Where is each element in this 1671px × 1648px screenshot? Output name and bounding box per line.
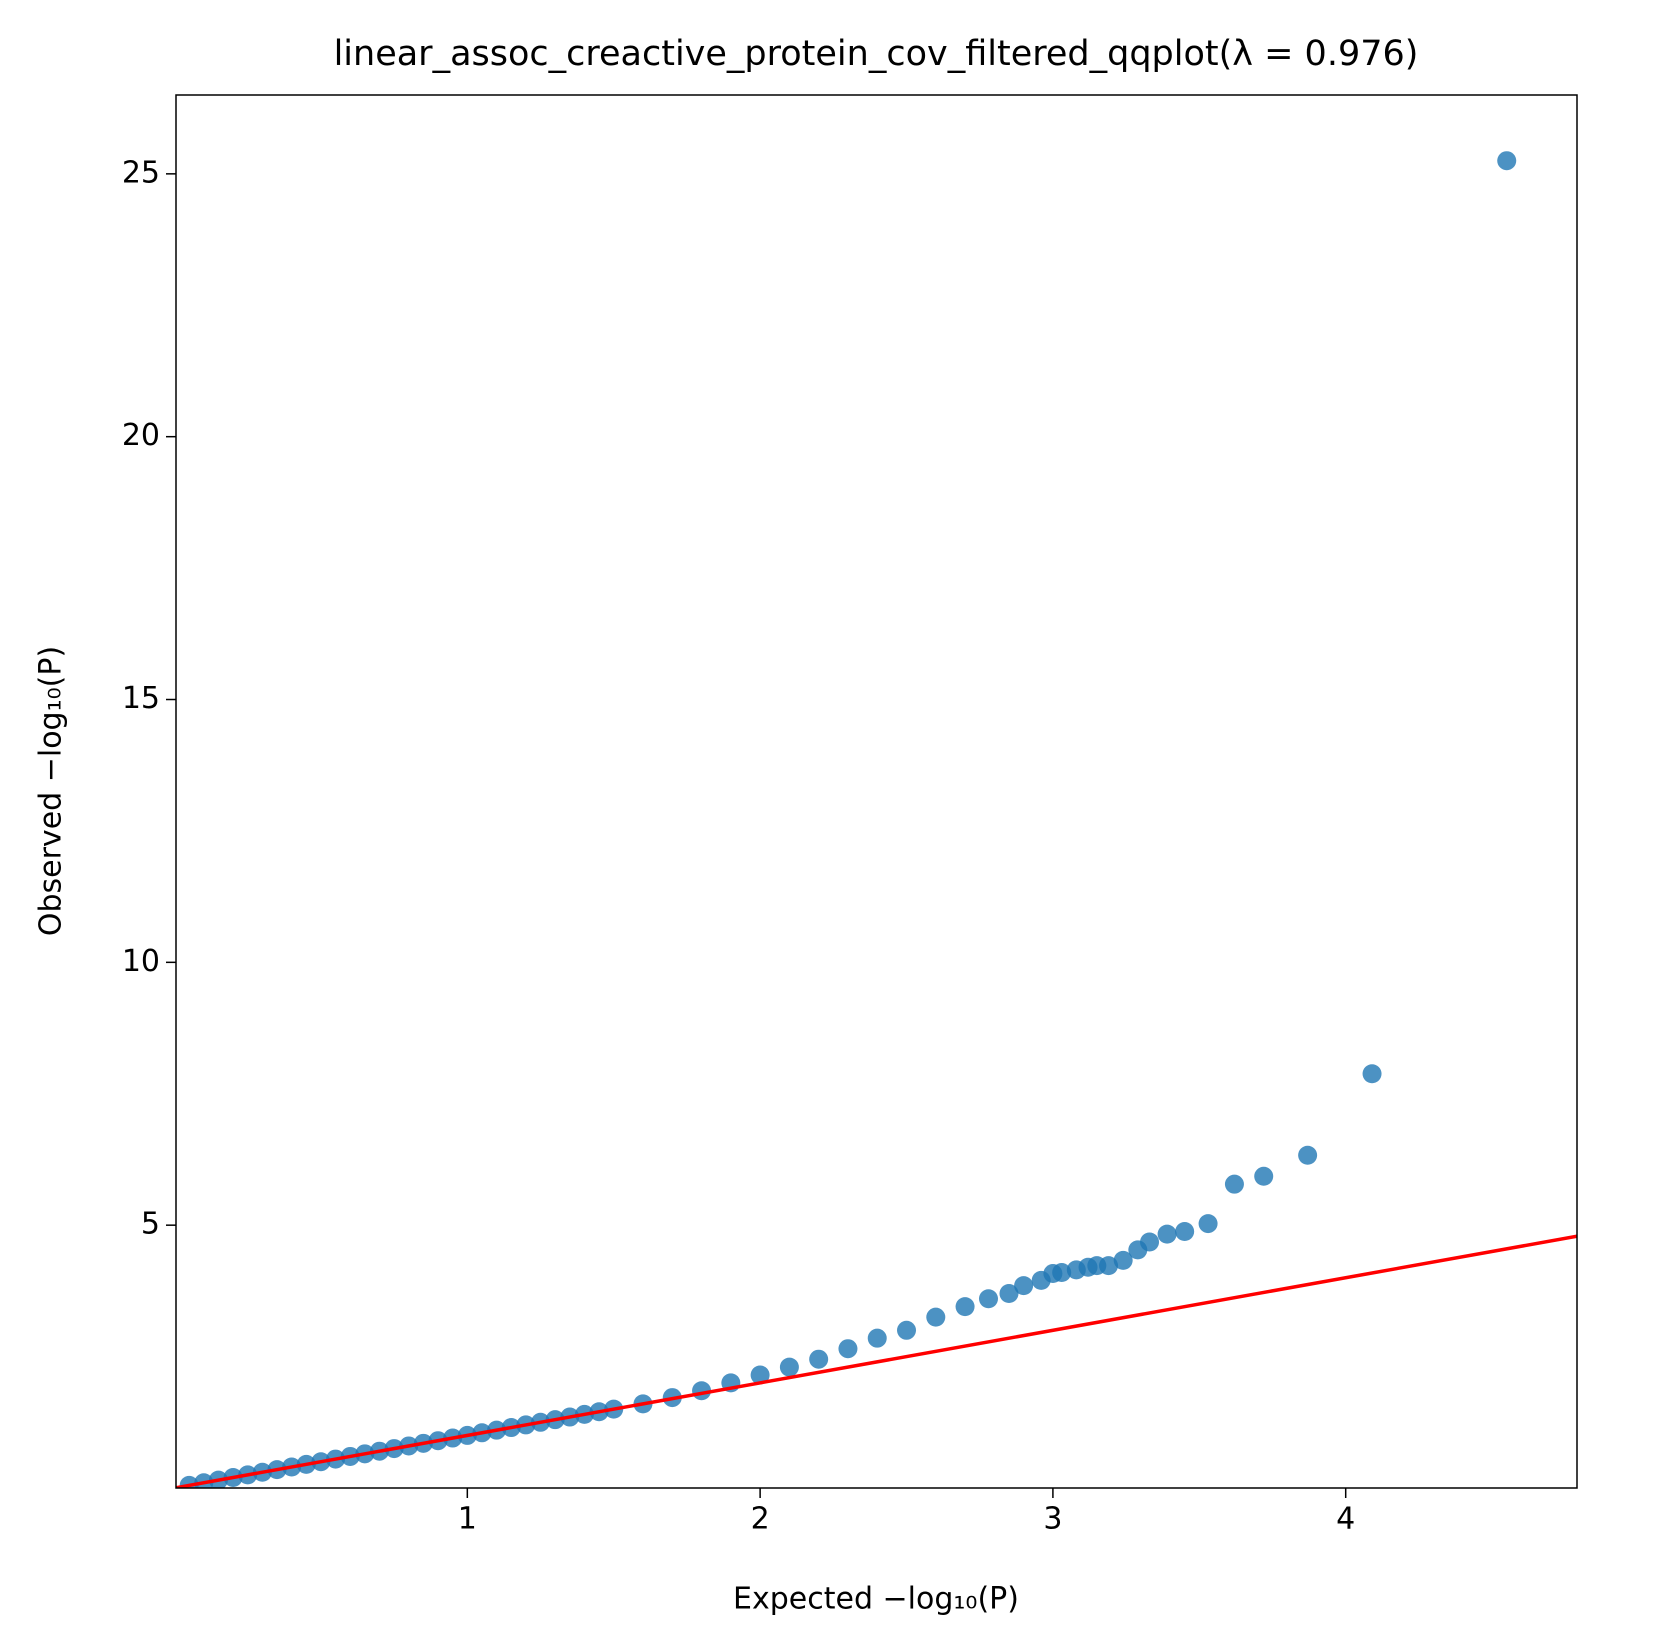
y-tick-label: 15 <box>122 681 160 716</box>
x-axis-label: Expected −log₁₀(P) <box>733 1582 1019 1617</box>
point <box>1113 1250 1133 1270</box>
y-tick-label: 10 <box>122 944 160 979</box>
point <box>1052 1262 1072 1282</box>
point <box>1497 151 1517 171</box>
point <box>1198 1214 1218 1234</box>
y-tick-label: 20 <box>122 418 160 453</box>
point <box>1014 1276 1034 1296</box>
point <box>1099 1256 1119 1276</box>
point <box>1362 1064 1382 1084</box>
x-tick-label: 1 <box>458 1502 477 1537</box>
point <box>1157 1224 1177 1244</box>
reference-line <box>176 1234 1577 1488</box>
x-tick-label: 2 <box>751 1502 770 1537</box>
x-tick-label: 3 <box>1043 1502 1062 1537</box>
point <box>838 1339 858 1359</box>
point <box>1140 1232 1160 1252</box>
y-axis-label: Observed −log₁₀(P) <box>34 646 69 936</box>
plot-frame <box>175 94 1578 1489</box>
point <box>779 1357 799 1377</box>
y-tick-label: 25 <box>122 155 160 190</box>
point <box>867 1328 887 1348</box>
point <box>750 1365 770 1385</box>
point <box>926 1307 946 1327</box>
y-tick-label: 5 <box>141 1207 160 1242</box>
point <box>1224 1174 1244 1194</box>
point <box>1254 1166 1274 1186</box>
point <box>897 1320 917 1340</box>
chart-title: linear_assoc_creactive_protein_cov_filte… <box>334 34 1419 74</box>
point <box>999 1284 1019 1304</box>
point <box>978 1289 998 1309</box>
point <box>1298 1145 1318 1165</box>
x-tick-label: 4 <box>1336 1502 1355 1537</box>
point <box>955 1297 975 1317</box>
point <box>809 1349 829 1369</box>
point <box>1175 1221 1195 1241</box>
